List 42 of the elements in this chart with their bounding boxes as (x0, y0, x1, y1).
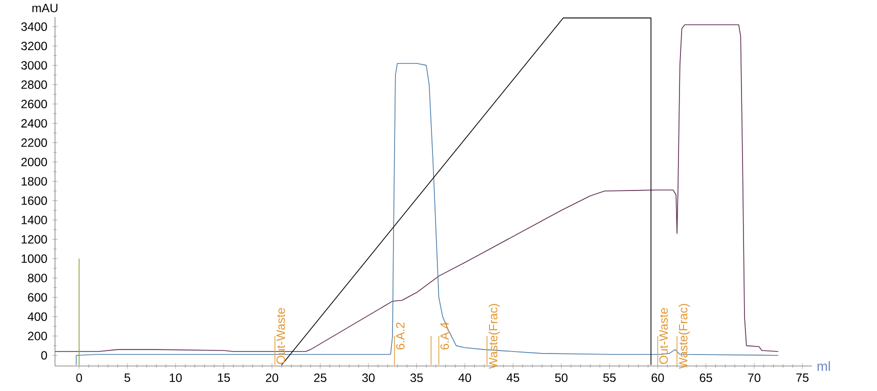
x-tick-label: 15 (218, 374, 230, 382)
x-axis-title: ml (818, 361, 830, 371)
y-tick-label: 2600 (21, 100, 47, 108)
x-tick-label: 35 (410, 374, 423, 382)
y-tick-label: 2200 (21, 138, 47, 147)
y-tick-label: 1200 (22, 235, 47, 244)
y-tick-label: 2400 (21, 119, 47, 128)
y-tick-label: 600 (28, 293, 47, 302)
y-tick-label: 400 (28, 312, 47, 321)
x-tick-label: 25 (314, 374, 326, 382)
y-tick-label: 3200 (21, 42, 47, 50)
x-tick-label: 20 (266, 374, 278, 382)
x-tick-label: 60 (652, 374, 664, 382)
x-tick-label: 10 (170, 374, 182, 382)
y-tick-label: 3400 (21, 22, 47, 31)
annotation: 6.A.4 (440, 322, 449, 350)
annotation: Out-Waste (659, 308, 668, 364)
x-tick-label: 75 (796, 374, 809, 382)
x-tick-label: 5 (124, 374, 130, 382)
y-tick-label: 800 (28, 274, 47, 282)
y-tick-label: 2000 (21, 158, 47, 166)
y-tick-label: 1600 (22, 196, 47, 205)
annotation: Out-Waste (276, 308, 285, 364)
y-tick-label: 2800 (21, 80, 47, 89)
y-tick-label: 1000 (22, 254, 47, 263)
x-tick-label: 70 (748, 374, 760, 382)
y-tick-label: 200 (28, 332, 47, 340)
x-tick-label: 30 (362, 374, 375, 382)
annotation: Waste(Frac) (488, 304, 500, 369)
x-tick-label: 45 (506, 374, 520, 382)
y-tick-label: 1800 (22, 177, 47, 186)
x-tick-label: 40 (458, 374, 472, 382)
x-tick-label: 65 (700, 374, 712, 382)
y-tick-label: 1400 (22, 216, 47, 224)
x-tick-label: 50 (555, 374, 568, 382)
annotation: Waste(Frac) (678, 304, 690, 369)
y-tick-label: 0 (41, 351, 47, 360)
annotation: 6.A.2 (396, 322, 405, 350)
x-tick-label: 0 (76, 374, 82, 382)
y-tick-label: 3000 (21, 61, 47, 70)
y-axis-title: mAU (32, 4, 58, 12)
x-tick-label: 55 (603, 374, 616, 382)
